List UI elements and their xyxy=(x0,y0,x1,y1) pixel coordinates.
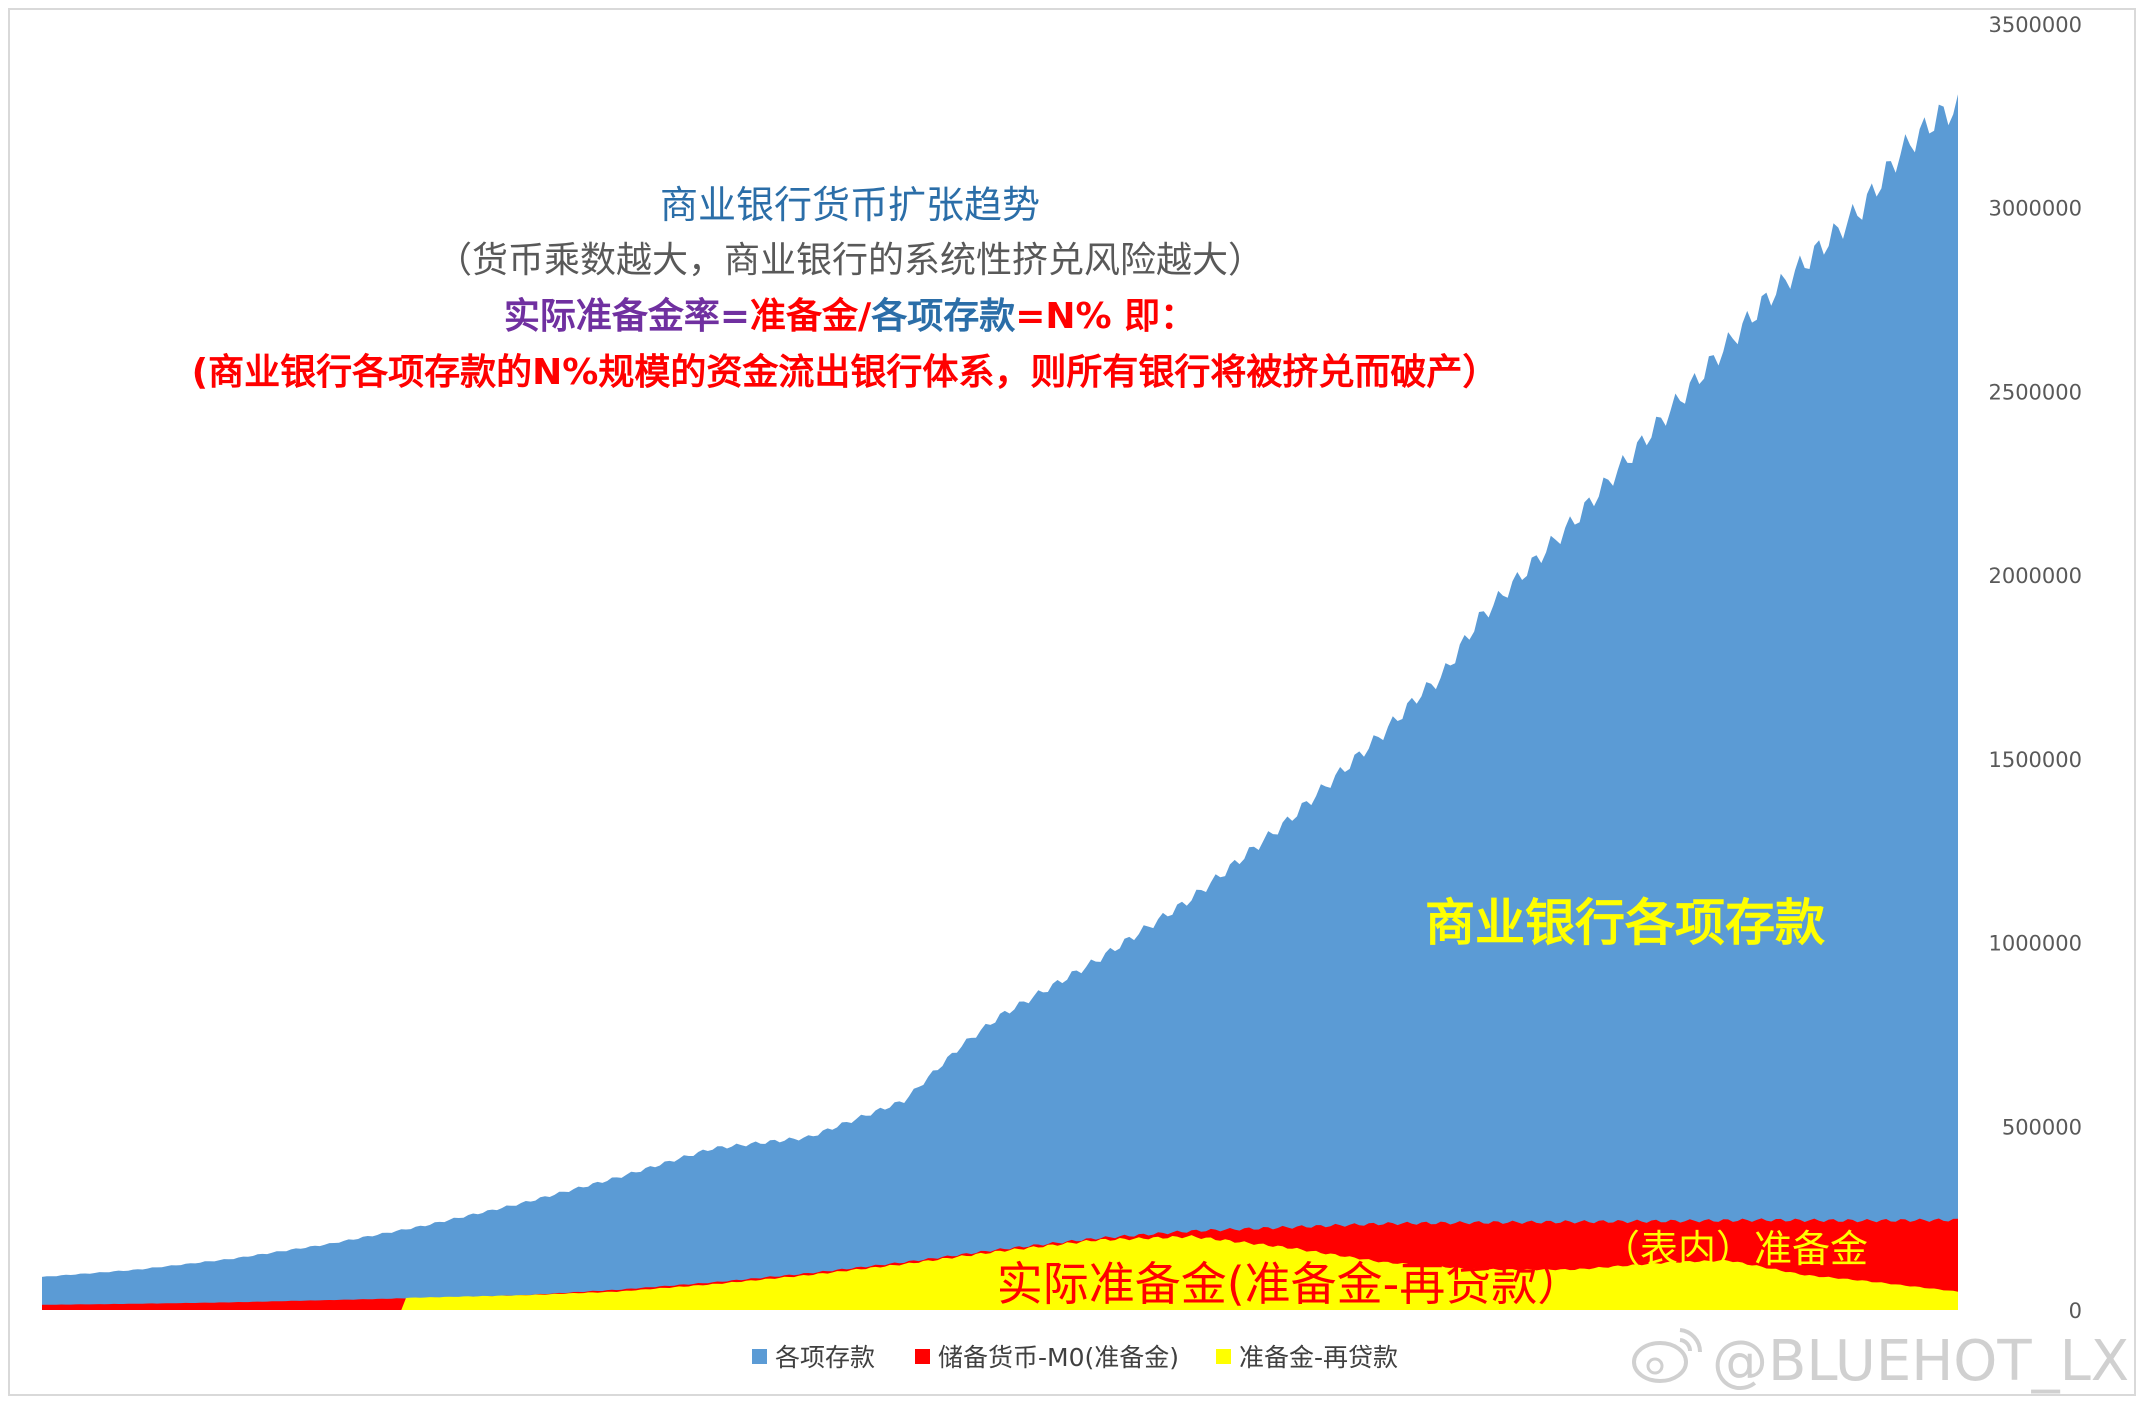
y-tick-label: 500000 xyxy=(2002,1115,2082,1139)
actual-reserves-annotation: 实际准备金(准备金-再贷款） xyxy=(997,1257,1584,1311)
formula-line: 实际准备金率=准备金/各项存款=N% 即： xyxy=(504,295,1196,337)
legend-swatch-reserve-money xyxy=(915,1349,930,1364)
watermark: @BLUEHOT_LX xyxy=(1632,1328,2129,1394)
y-tick-label: 2000000 xyxy=(1988,564,2082,588)
watermark-text: @BLUEHOT_LX xyxy=(1712,1329,2129,1394)
formula-part-result: =N% 即： xyxy=(1015,296,1196,337)
chart-note: (商业银行各项存款的N%规模的资金流出银行体系，则所有银行将被挤兑而破产） xyxy=(192,351,1499,393)
area-series-actual-reserves xyxy=(42,1235,1958,1310)
legend-label-actual-reserves: 准备金-再贷款 xyxy=(1239,1343,1398,1372)
formula-part-deposits: 各项存款 xyxy=(871,296,1015,337)
plot-area xyxy=(42,94,1958,1310)
legend-label-reserve-money: 储备货币-M0(准备金) xyxy=(938,1343,1179,1372)
area-series-deposits xyxy=(42,94,1958,1310)
formula-part-rate: 实际准备金率= xyxy=(504,295,750,337)
y-axis: 0 500000 1000000 1500000 2000000 2500000 30000… xyxy=(1988,13,2082,1323)
y-tick-label: 3000000 xyxy=(1988,197,2082,221)
chart-title: 商业银行货币扩张趋势 xyxy=(660,183,1040,227)
y-tick-label: 3500000 xyxy=(1988,13,2082,37)
y-tick-label: 1500000 xyxy=(1988,748,2082,772)
formula-part-reserves: 准备金/ xyxy=(750,295,872,337)
legend-label-deposits: 各项存款 xyxy=(775,1343,875,1372)
deposits-annotation: 商业银行各项存款 xyxy=(1425,894,1825,952)
legend-swatch-deposits xyxy=(752,1349,767,1364)
weibo-logo-icon xyxy=(1632,1328,1703,1383)
y-tick-label: 2500000 xyxy=(1988,380,2082,404)
chart-frame xyxy=(8,8,2136,1396)
reserves-annotation: （表内）准备金 xyxy=(1602,1227,1868,1271)
y-tick-label: 0 xyxy=(2069,1299,2082,1323)
legend-swatch-actual-reserves xyxy=(1216,1349,1231,1364)
y-tick-label: 1000000 xyxy=(1988,932,2082,956)
chart-subtitle: （货币乘数越大，商业银行的系统性挤兑风险越大） xyxy=(436,240,1264,281)
legend: 各项存款 储备货币-M0(准备金) 准备金-再贷款 xyxy=(752,1343,1398,1372)
